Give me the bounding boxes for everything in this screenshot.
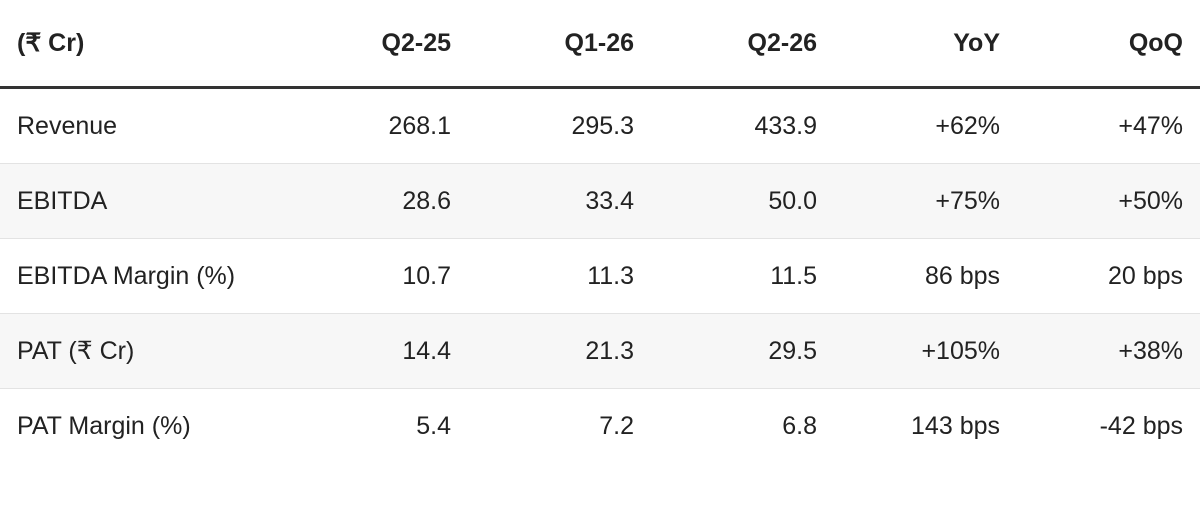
table-row: PAT Margin (%) 5.4 7.2 6.8 143 bps -42 bps: [0, 389, 1200, 464]
row-label: Revenue: [0, 87, 285, 164]
header-cell: Q1-26: [468, 0, 651, 89]
table-cell: 11.5: [651, 238, 834, 314]
table-cell: 295.3: [468, 87, 651, 164]
header-row: (₹ Cr) Q2-25 Q1-26 Q2-26 YoY QoQ: [0, 0, 1200, 89]
table-cell: +75%: [834, 163, 1017, 239]
table-cell: 50.0: [651, 163, 834, 239]
table-cell: 28.6: [285, 163, 468, 239]
financial-table: (₹ Cr) Q2-25 Q1-26 Q2-26 YoY QoQ Revenue 268.1…: [0, 0, 1200, 464]
row-label: EBITDA: [0, 163, 285, 239]
table-cell: +47%: [1017, 87, 1200, 164]
table-cell: 14.4: [285, 313, 468, 389]
table-cell: +38%: [1017, 313, 1200, 389]
header-cell: QoQ: [1017, 0, 1200, 89]
table-cell: 143 bps: [911, 411, 1000, 440]
table-cell: 33.4: [468, 163, 651, 239]
table-row: EBITDA Margin (%) 10.7 11.3 11.5 86 bps 20 bp…: [0, 238, 1200, 314]
table-cell: +62%: [834, 87, 1017, 164]
table-cell: 6.8: [782, 411, 817, 440]
table-row: Revenue 268.1 295.3 433.9 +62% +47%: [0, 87, 1200, 164]
table-cell: -42 bps: [1099, 411, 1183, 440]
table-cell: 29.5: [651, 313, 834, 389]
table-cell: 7.2: [599, 411, 634, 440]
table-cell: 10.7: [285, 238, 468, 314]
table-cell: +50%: [1017, 163, 1200, 239]
table-cell: 86 bps: [834, 238, 1017, 314]
table-row: PAT (₹ Cr) 14.4 21.3 29.5 +105% +38%: [0, 313, 1200, 389]
table-cell: 11.3: [468, 238, 651, 314]
row-label: EBITDA Margin (%): [0, 238, 285, 314]
table-cell: 268.1: [285, 87, 468, 164]
table-cell: 21.3: [468, 313, 651, 389]
row-label: PAT (₹ Cr): [0, 313, 285, 389]
table-row: EBITDA 28.6 33.4 50.0 +75% +50%: [0, 163, 1200, 239]
row-label: PAT Margin (%): [17, 411, 191, 440]
table-cell: 433.9: [651, 87, 834, 164]
table-cell: +105%: [834, 313, 1017, 389]
header-cell: Q2-26: [651, 0, 834, 89]
table-cell: 5.4: [416, 411, 451, 440]
table-body: Revenue 268.1 295.3 433.9 +62% +47% EBITDA 28.6…: [0, 87, 1200, 464]
header-cell: (₹ Cr): [0, 0, 285, 89]
header-cell: Q2-25: [285, 0, 468, 89]
header-cell: YoY: [834, 0, 1017, 89]
table-cell: 20 bps: [1017, 238, 1200, 314]
